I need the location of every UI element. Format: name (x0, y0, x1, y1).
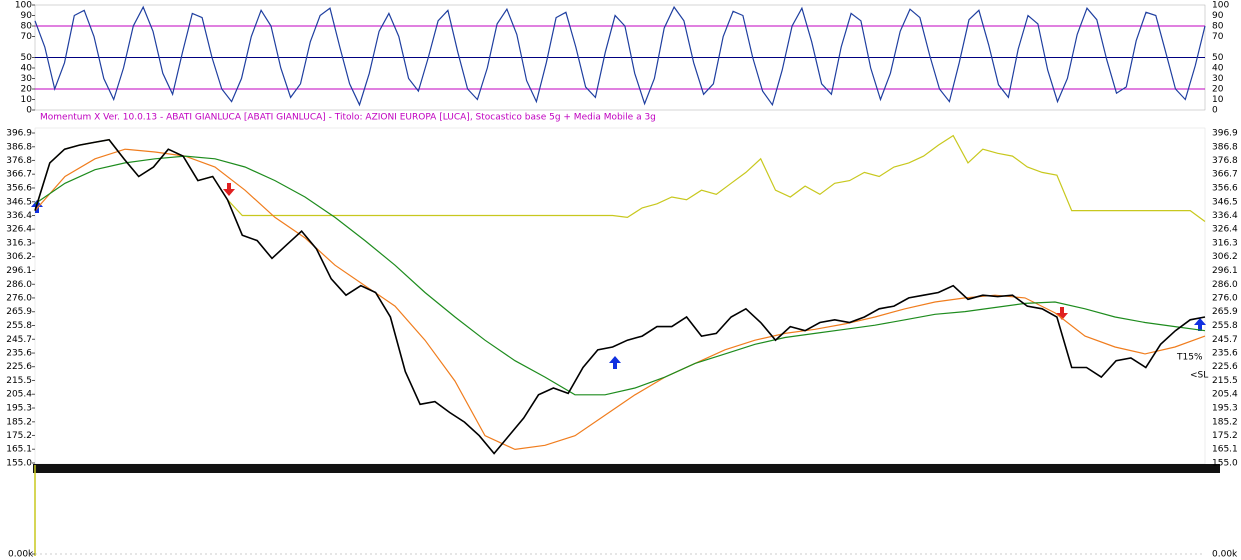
y-tick-label-right: 10 (1212, 95, 1224, 105)
y-tick-label-right: 265.9 (1212, 307, 1238, 317)
y-tick-label-right: 90 (1212, 11, 1224, 21)
y-tick-label: 306.2 (6, 252, 32, 262)
y-tick-label-right: 346.5 (1212, 197, 1238, 207)
y-tick-label: 30 (21, 74, 33, 84)
y-tick-label: 225.6 (6, 362, 32, 372)
y-tick-label: 195.3 (6, 404, 32, 414)
y-tick-label-right: 195.3 (1212, 404, 1238, 414)
y-tick-label: 155.0 (6, 459, 32, 469)
y-tick-label-right: 306.2 (1212, 252, 1238, 262)
y-tick-label: 235.6 (6, 349, 32, 359)
y-tick-label-right: 376.8 (1212, 156, 1238, 166)
y-tick-label: 185.2 (6, 417, 32, 427)
y-tick-label: 165.1 (6, 445, 32, 455)
header-caption: Momentum X Ver. 10.0.13 - ABATI GIANLUCA… (40, 113, 656, 123)
y-tick-label-right: 215.5 (1212, 376, 1238, 386)
y-tick-label: 175.2 (6, 431, 32, 441)
y-tick-label-right: 70 (1212, 32, 1224, 42)
date-strip (33, 464, 1220, 473)
y-tick-label: 265.9 (6, 307, 32, 317)
sell-arrow (1056, 307, 1068, 320)
series-line (34, 134, 1206, 222)
y-tick-label: 80 (21, 22, 33, 32)
y-tick-label: 336.4 (6, 211, 32, 221)
y-tick-label-right: 225.6 (1212, 362, 1238, 372)
y-tick-label: 20 (21, 85, 33, 95)
y-tick-label: 90 (21, 11, 33, 21)
y-tick-label: 245.7 (6, 335, 32, 345)
y-tick-label: 296.1 (6, 266, 32, 276)
y-tick-label: 215.5 (6, 376, 32, 386)
y-tick-label-right: 185.2 (1212, 417, 1238, 427)
y-tick-label-right: 336.4 (1212, 211, 1238, 221)
y-tick-label-right: 386.8 (1212, 142, 1238, 152)
y-tick-label: 356.6 (6, 183, 32, 193)
y-tick-label-right: 40 (1212, 64, 1224, 74)
annotation: T15% (1176, 353, 1203, 363)
buy-arrow (609, 356, 621, 369)
y-tick-label: 255.8 (6, 321, 32, 331)
y-tick-label: 205.4 (6, 390, 32, 400)
y-tick-label-right: 155.0 (1212, 459, 1238, 469)
series-line (34, 155, 1206, 396)
y-tick-label: 276.0 (6, 293, 32, 303)
y-tick-label-right: 0.00k (1212, 550, 1238, 560)
y-tick-label: 40 (21, 64, 33, 74)
y-tick-label-right: 205.4 (1212, 390, 1238, 400)
y-tick-label-right: 20 (1212, 85, 1224, 95)
y-tick-label-right: 0 (1212, 106, 1218, 116)
y-tick-label-right: 366.7 (1212, 170, 1238, 180)
y-tick-label-right: 175.2 (1212, 431, 1238, 441)
y-tick-label: 0 (26, 106, 32, 116)
series-line (34, 138, 1206, 455)
y-tick-label-right: 276.0 (1212, 293, 1238, 303)
series-line (34, 5, 1206, 107)
y-tick-label: 316.3 (6, 238, 32, 248)
buy-arrow (1194, 318, 1206, 331)
y-tick-label-right: 30 (1212, 74, 1224, 84)
y-tick-label: 100 (15, 1, 32, 11)
sell-arrow (223, 183, 235, 196)
y-tick-label-right: 50 (1212, 53, 1224, 63)
y-tick-label-right: 80 (1212, 22, 1224, 32)
y-tick-label-right: 255.8 (1212, 321, 1238, 331)
y-tick-label-right: 245.7 (1212, 335, 1238, 345)
y-tick-label: 366.7 (6, 170, 32, 180)
y-tick-label-right: 286.0 (1212, 280, 1238, 290)
y-tick-label-right: 296.1 (1212, 266, 1238, 276)
y-tick-label-right: 356.6 (1212, 183, 1238, 193)
y-tick-label-right: 235.6 (1212, 349, 1238, 359)
series-line (34, 148, 1206, 451)
y-tick-label: 0.00k (8, 550, 34, 560)
y-tick-label-right: 100 (1212, 1, 1229, 11)
y-tick-label: 70 (21, 32, 33, 42)
y-tick-label-right: 316.3 (1212, 238, 1238, 248)
y-tick-label-right: 396.9 (1212, 129, 1238, 139)
y-tick-label: 386.8 (6, 142, 32, 152)
y-tick-label: 326.4 (6, 225, 32, 235)
y-tick-label: 376.8 (6, 156, 32, 166)
y-tick-label: 286.0 (6, 280, 32, 290)
y-tick-label: 346.5 (6, 197, 32, 207)
y-tick-label: 396.9 (6, 129, 32, 139)
annotation: <SL (1190, 371, 1208, 381)
y-tick-label: 50 (21, 53, 33, 63)
y-tick-label-right: 326.4 (1212, 225, 1238, 235)
y-tick-label-right: 165.1 (1212, 445, 1238, 455)
y-tick-label: 10 (21, 95, 33, 105)
